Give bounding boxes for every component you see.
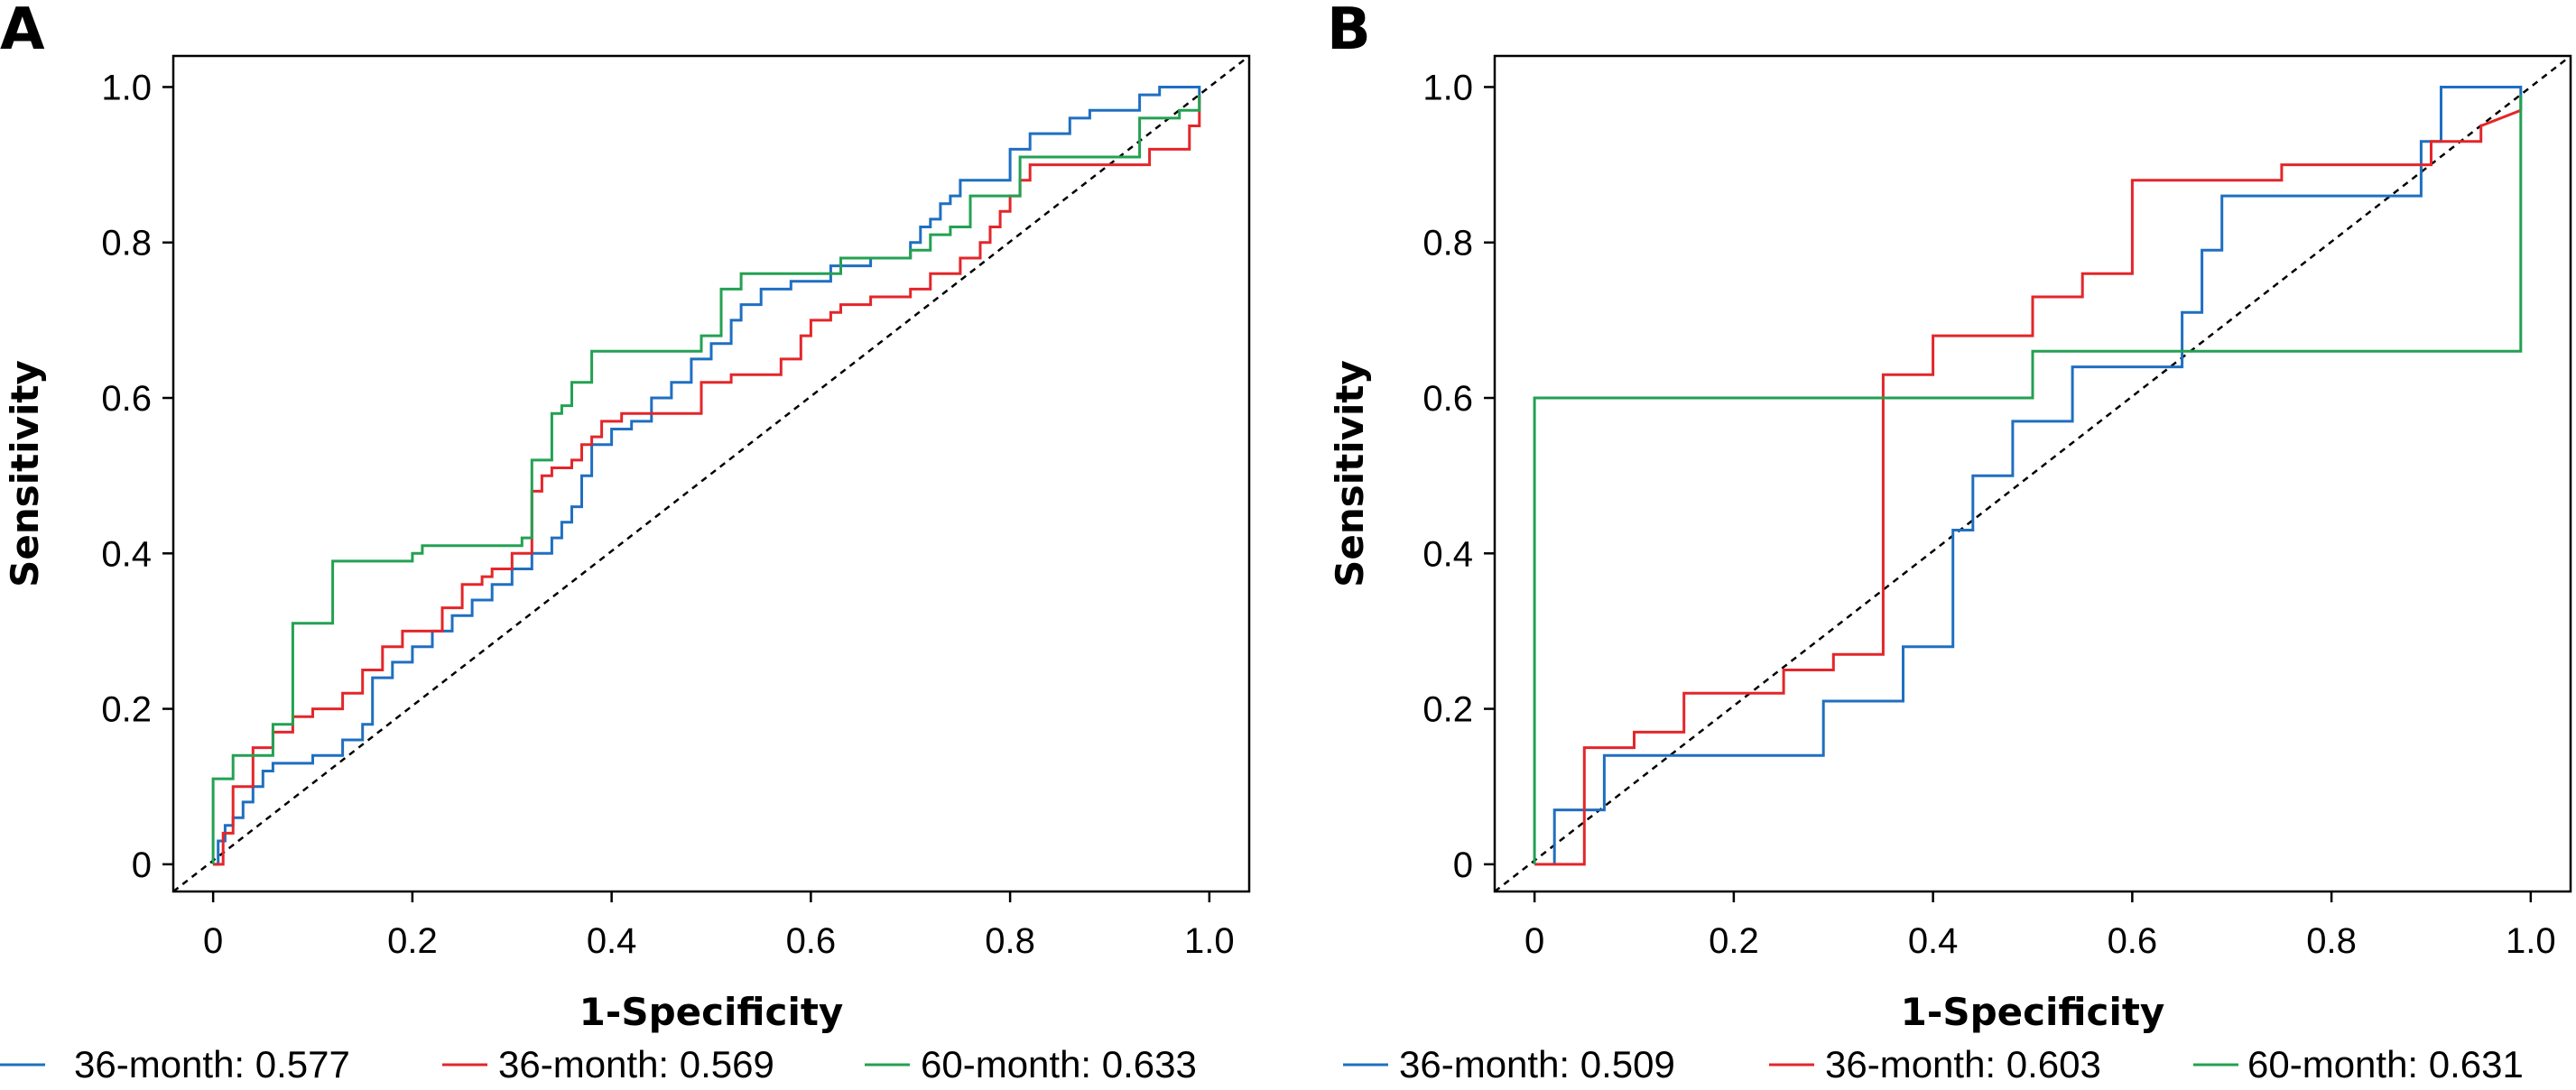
x-tick-label: 1.0 [1184, 921, 1235, 961]
panel-letter: A [0, 0, 45, 63]
x-tick-label: 1.0 [2506, 921, 2556, 961]
x-tick-label: 0.2 [1709, 921, 1759, 961]
y-tick-label: 1.0 [101, 68, 152, 107]
y-axis-title: Sensitivity [1328, 360, 1372, 587]
roc-curve-series-2 [1534, 108, 2522, 866]
x-tick-label: 0.4 [587, 921, 637, 961]
roc-curve-series-2 [213, 95, 1201, 866]
panel-a: A 0 0.2 0.4 0.6 0.8 1.0 0 0.2 0.4 0.6 0.8 1.0 1-Speci… [0, 0, 1251, 1085]
reference-diagonal-line [1495, 56, 2571, 891]
plot-area [1495, 56, 2571, 891]
panel-letter: B [1327, 0, 1371, 63]
legend-label: 60-month: 0.633 [921, 1043, 1197, 1085]
x-tick-label: 0 [1524, 921, 1544, 961]
legend-item: 60-month: 0.633 [865, 1043, 1197, 1085]
y-tick-label: 0.8 [1422, 224, 1473, 263]
roc-curve-series-1 [213, 86, 1201, 866]
legend-label: 36-month: 0.509 [1399, 1043, 1675, 1085]
x-axis-title: 1-Specificity [1901, 990, 2165, 1034]
legend-label: 60-month: 0.631 [2247, 1043, 2524, 1085]
y-tick-label: 0.2 [1422, 690, 1473, 730]
roc-curve-series-3 [211, 95, 1201, 864]
x-tick-label: 0.8 [2306, 921, 2357, 961]
legend-item: 36-month: 0.603 [1769, 1043, 2101, 1085]
x-tick-label: 0.8 [985, 921, 1035, 961]
panel-b: B 0 0.2 0.4 0.6 0.8 1.0 0 0.2 0.4 0.6 0.8 1.0 1-Speci… [1327, 0, 2572, 1085]
y-tick-label: 0.2 [101, 690, 152, 730]
roc-curve-series-1 [1552, 86, 2523, 864]
reference-diagonal-line [173, 56, 1249, 891]
y-tick-label: 0.4 [1422, 534, 1473, 574]
y-tick-label: 0 [1453, 845, 1473, 885]
legend-item: 36-month: 0.569 [442, 1043, 774, 1085]
plot-area [173, 56, 1249, 891]
legend-item: 36-month: 0.509 [1343, 1043, 1675, 1085]
y-tick-label: 0 [132, 845, 152, 885]
x-tick-label: 0.6 [2108, 921, 2158, 961]
x-tick-label: 0.2 [387, 921, 438, 961]
y-tick-label: 0.4 [101, 534, 152, 574]
legend-label: 36-month: 0.577 [74, 1043, 350, 1085]
x-tick-label: 0 [203, 921, 223, 961]
x-tick-label: 0.6 [786, 921, 837, 961]
legend-item: 36-month: 0.577 [0, 1043, 350, 1085]
legend-label: 36-month: 0.569 [498, 1043, 774, 1085]
y-tick-label: 1.0 [1422, 68, 1473, 107]
y-axis-title: Sensitivity [3, 360, 47, 587]
legend-item: 60-month: 0.631 [2193, 1043, 2524, 1085]
roc-curve-series-3 [1533, 95, 2523, 864]
legend-label: 36-month: 0.603 [1825, 1043, 2101, 1085]
y-tick-label: 0.6 [101, 379, 152, 419]
x-tick-label: 0.4 [1908, 921, 1959, 961]
plot-frame [171, 54, 1251, 893]
y-tick-label: 0.8 [101, 224, 152, 263]
x-axis-title: 1-Specificity [579, 990, 844, 1034]
y-tick-label: 0.6 [1422, 379, 1473, 419]
plot-frame [1493, 54, 2572, 893]
